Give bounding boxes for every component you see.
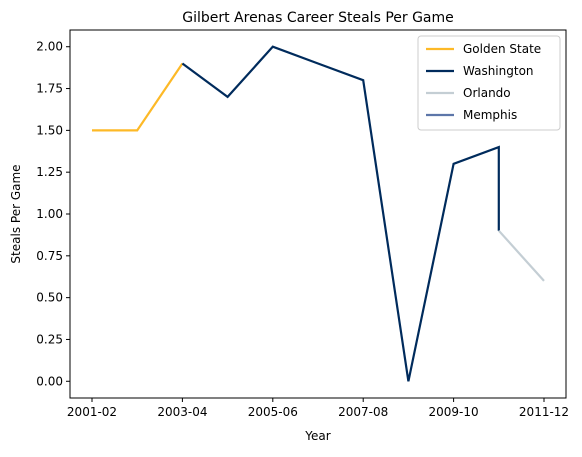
x-axis-label: Year xyxy=(304,429,330,443)
y-tick-label: 0.25 xyxy=(36,332,63,346)
series-lines xyxy=(92,45,545,382)
legend-box xyxy=(417,35,561,131)
legend-label-washington: Washington xyxy=(463,64,534,78)
axis-ticks: 0.00 0.25 0.50 0.75 1.00 1.25 1.50 1.75 2.00 2001… xyxy=(36,40,569,419)
legend-label-memphis: Memphis xyxy=(463,108,517,122)
x-tick-label: 2003-04 xyxy=(157,405,207,419)
x-tick-label: 2007-08 xyxy=(338,405,388,419)
y-tick-label: 1.50 xyxy=(36,123,63,137)
series-line-orlando xyxy=(497,229,545,282)
series-line-golden-state xyxy=(92,62,184,132)
y-tick-label: 1.25 xyxy=(36,165,63,179)
legend-label-golden-state: Golden State xyxy=(463,42,541,56)
y-tick-label: 1.75 xyxy=(36,82,63,96)
y-tick-label: 2.00 xyxy=(36,40,63,54)
x-tick-label: 2009-10 xyxy=(429,405,479,419)
x-tick-label: 2005-06 xyxy=(248,405,298,419)
y-axis-label: Steals Per Game xyxy=(9,164,23,263)
y-tick-label: 1.00 xyxy=(36,207,63,221)
x-tick-label: 2001-02 xyxy=(67,405,117,419)
x-tick-label: 2011-12 xyxy=(519,405,569,419)
legend-label-orlando: Orlando xyxy=(463,86,511,100)
y-tick-label: 0.75 xyxy=(36,249,63,263)
y-tick-label: 0.50 xyxy=(36,291,63,305)
y-tick-label: 0.00 xyxy=(36,374,63,388)
series-line-washington xyxy=(181,45,500,382)
chart-title: Gilbert Arenas Career Steals Per Game xyxy=(182,10,454,26)
legend: Golden State Washington Orlando Memphis xyxy=(417,35,561,131)
